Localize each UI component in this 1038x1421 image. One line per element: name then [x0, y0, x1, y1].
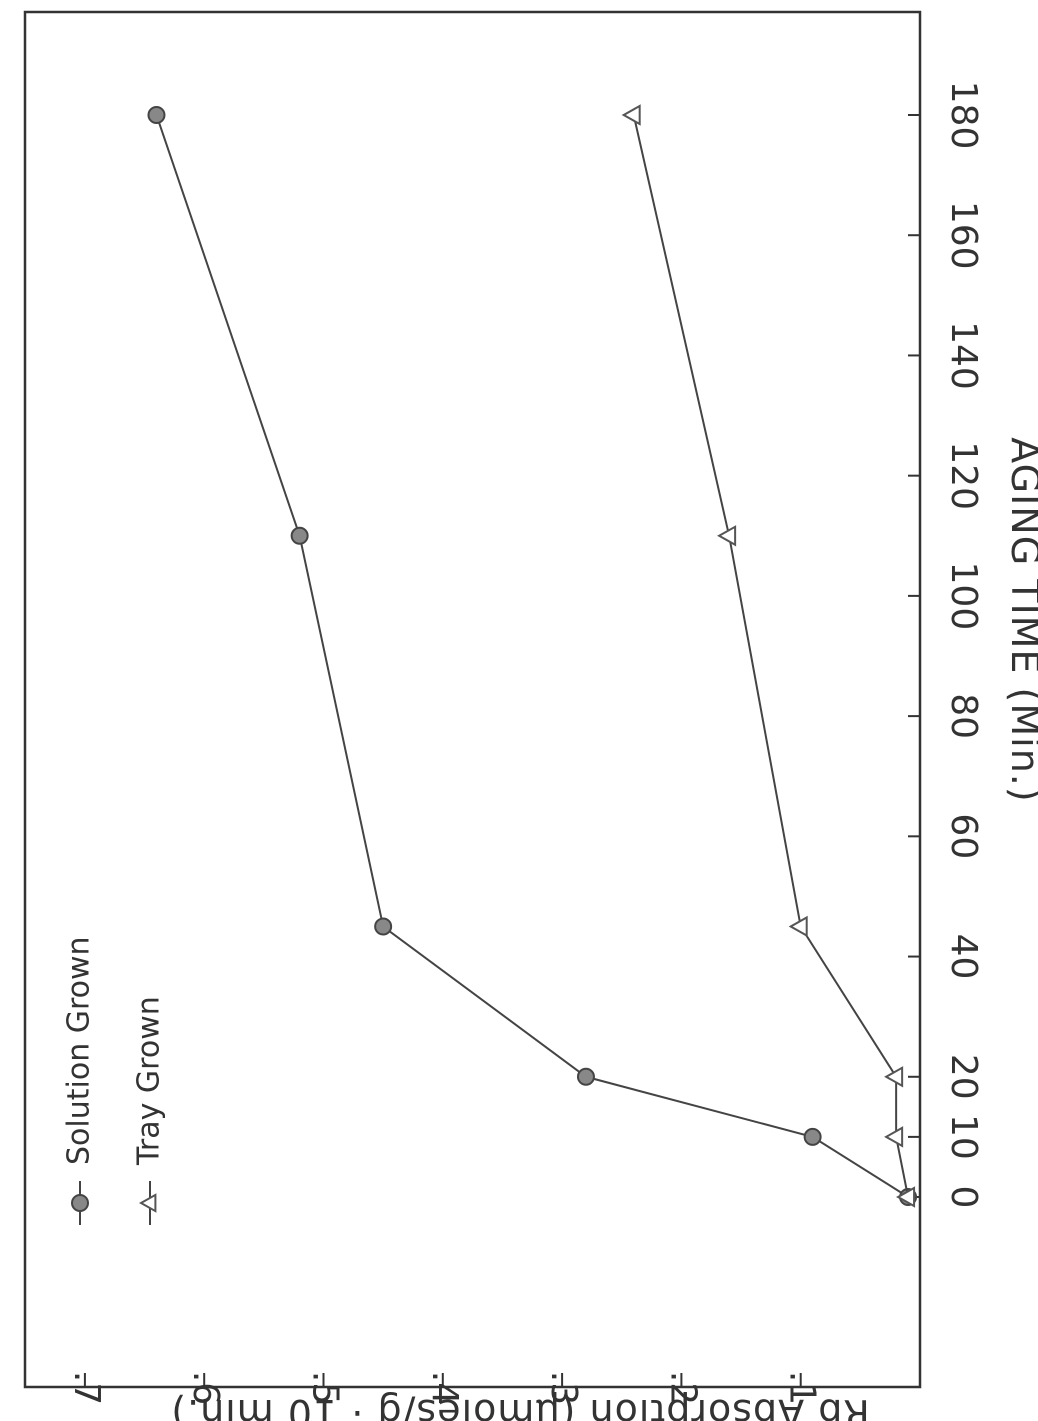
- series-layer: [147, 104, 918, 1208]
- value-tick-label: .3: [543, 1371, 584, 1405]
- series-line-2: [632, 114, 910, 1198]
- time-tick-label: 180: [943, 81, 984, 150]
- value-tick-label: .4: [424, 1371, 465, 1405]
- legend-swatch-triangle: [138, 1193, 157, 1213]
- legend-label: Solution Grown: [62, 936, 97, 1165]
- time-tick-label: 20: [943, 1054, 984, 1100]
- series-line-1: [155, 114, 909, 1198]
- plot-frame: [23, 10, 922, 1389]
- x-axis-title: AGING TIME (Min.): [1003, 437, 1038, 802]
- value-tick-label: .5: [305, 1371, 346, 1405]
- data-point-circle: [374, 917, 393, 936]
- time-tick-label: 120: [943, 441, 984, 510]
- time-tick-label: 80: [943, 693, 984, 739]
- data-point-circle: [576, 1067, 595, 1086]
- legend-label: Tray Grown: [132, 996, 167, 1166]
- time-tick-label: 60: [943, 813, 984, 859]
- axis-tick-labels: 0 10 20 40 60 80 100 120 140 160 180 .1 .2 .3 .4 .5 .6 .7: [66, 81, 984, 1406]
- time-tick-label: 160: [943, 201, 984, 270]
- time-tick-label: 10: [943, 1114, 984, 1160]
- data-point-triangle: [884, 1126, 904, 1148]
- data-point-triangle: [621, 104, 641, 126]
- data-point-triangle: [896, 1186, 916, 1208]
- data-point-circle: [803, 1127, 822, 1146]
- legend-swatch-circle: [71, 1194, 89, 1212]
- value-tick-label: .7: [66, 1371, 107, 1405]
- value-tick-label: .1: [782, 1371, 823, 1405]
- value-tick-label: .2: [662, 1371, 703, 1405]
- data-point-circle: [147, 106, 166, 124]
- data-point-circle: [290, 526, 309, 545]
- time-tick-label: 40: [943, 934, 984, 980]
- time-tick-label: 0: [943, 1186, 984, 1209]
- data-point-triangle: [717, 525, 737, 547]
- y-axis-title: Rb Absorption (μmoles/g · 10 min.): [170, 1391, 870, 1421]
- value-tick-label: .6: [185, 1371, 226, 1405]
- time-tick-label: 140: [943, 321, 984, 390]
- legend: Solution Grown Tray Grown: [62, 936, 167, 1225]
- data-point-triangle: [884, 1066, 904, 1088]
- axis-ticks: [83, 114, 920, 1387]
- time-tick-label: 100: [943, 562, 984, 631]
- data-point-triangle: [788, 915, 808, 938]
